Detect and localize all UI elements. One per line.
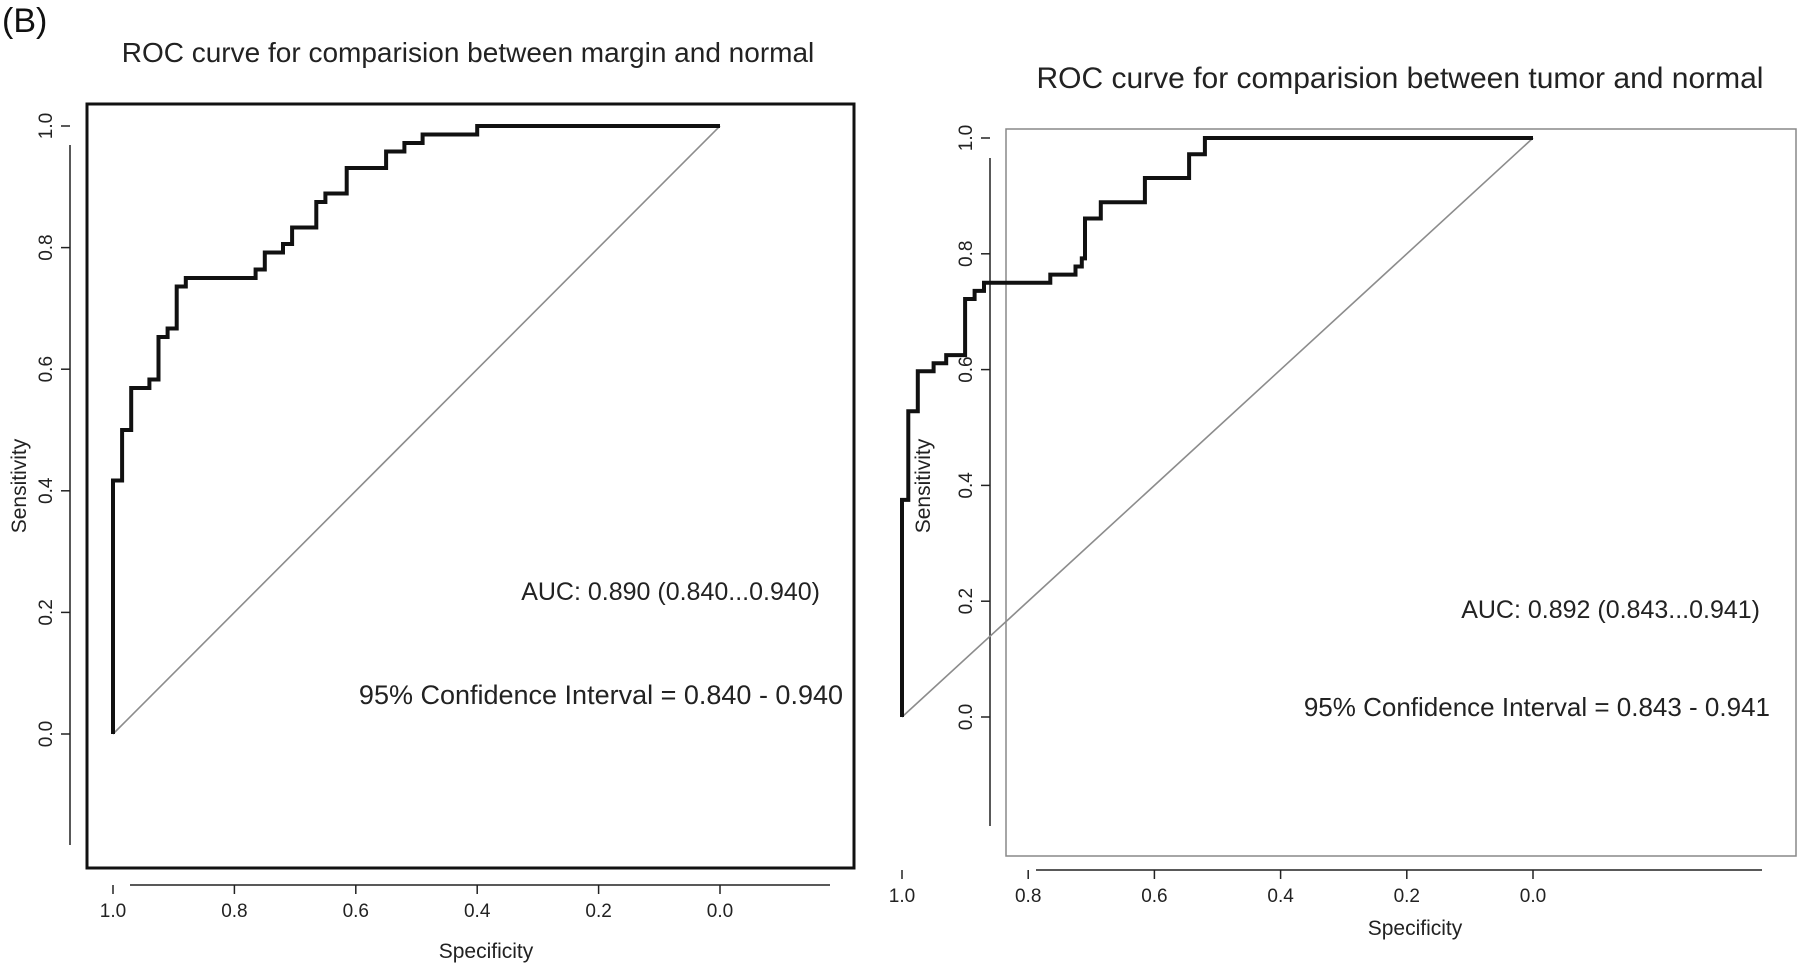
y-tick-label: 0.0 <box>956 704 977 730</box>
roc-curve <box>900 136 1533 717</box>
y-tick-label: 0.4 <box>956 472 977 499</box>
y-tick-label: 0.2 <box>956 588 977 614</box>
x-tick-label: 0.4 <box>464 901 491 922</box>
x-tick-label: 0.8 <box>221 901 247 922</box>
y-tick-label: 0.8 <box>956 241 977 267</box>
diagonal-reference-line <box>112 125 721 735</box>
y-tick-label: 0.8 <box>36 234 57 260</box>
auc-annotation: AUC: 0.890 (0.840...0.940) <box>521 578 820 606</box>
y-tick-label: 0.2 <box>36 599 57 625</box>
x-axis-label: Specificity <box>1368 917 1463 940</box>
auc-annotation: AUC: 0.892 (0.843...0.941) <box>1461 596 1760 624</box>
chart-title: ROC curve for comparision between margin… <box>122 37 815 68</box>
y-tick-label: 0.6 <box>36 356 57 382</box>
x-tick-label: 0.6 <box>1141 886 1167 907</box>
x-tick-label: 0.6 <box>343 901 369 922</box>
panel-label: (B) <box>2 2 48 40</box>
y-axis-label: Sensitivity <box>912 438 935 533</box>
confidence-interval-annotation: 95% Confidence Interval = 0.843 - 0.941 <box>1304 692 1770 722</box>
roc-chart-tumor: ROC curve for comparision between tumor … <box>889 62 1797 940</box>
x-tick-label: 0.2 <box>585 901 611 922</box>
x-tick-label: 0.0 <box>1520 886 1546 907</box>
confidence-interval-annotation: 95% Confidence Interval = 0.840 - 0.940 <box>359 680 843 710</box>
x-tick-label: 0.2 <box>1394 886 1420 907</box>
x-tick-label: 0.8 <box>1015 886 1041 907</box>
y-tick-label: 1.0 <box>956 125 977 151</box>
y-axis-label: Sensitivity <box>8 438 31 533</box>
y-tick-label: 0.0 <box>36 721 57 747</box>
plot-frame <box>85 102 856 870</box>
x-tick-label: 0.4 <box>1267 886 1294 907</box>
x-tick-label: 1.0 <box>100 901 126 922</box>
x-axis-label: Specificity <box>439 940 534 963</box>
x-tick-label: 1.0 <box>889 886 915 907</box>
chart-title: ROC curve for comparision between tumor … <box>1037 62 1764 95</box>
y-tick-label: 1.0 <box>36 113 57 139</box>
roc-chart-margin: ROC curve for comparision between margin… <box>8 37 856 963</box>
plot-frame <box>1005 128 1797 857</box>
diagonal-reference-line <box>901 137 1534 718</box>
roc-curve <box>111 124 720 734</box>
x-tick-label: 0.0 <box>707 901 733 922</box>
y-tick-label: 0.6 <box>956 356 977 382</box>
y-tick-label: 0.4 <box>36 477 57 504</box>
